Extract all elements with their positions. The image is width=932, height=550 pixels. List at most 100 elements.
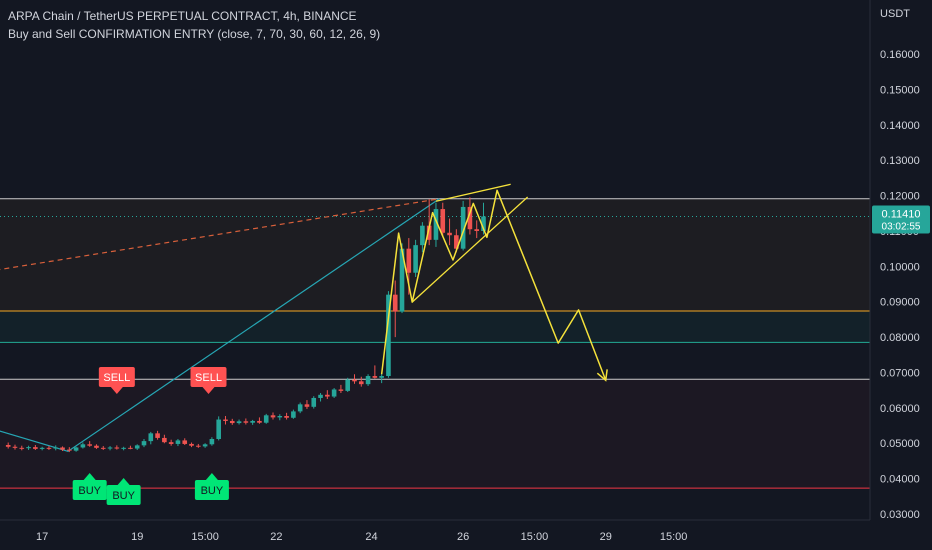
candle xyxy=(433,202,439,247)
candle xyxy=(291,409,296,419)
candle-body xyxy=(481,216,486,231)
sell-label: SELL xyxy=(195,372,222,384)
candle-body xyxy=(284,416,289,418)
candle-body xyxy=(250,420,255,423)
candle xyxy=(277,414,283,421)
candle-body xyxy=(128,447,133,449)
wedge-line xyxy=(435,183,511,202)
dashed-trendline xyxy=(0,198,440,271)
candle xyxy=(53,445,59,451)
candle-body xyxy=(39,447,45,449)
candle-body xyxy=(420,225,425,246)
candle xyxy=(467,197,473,235)
candle-body xyxy=(454,235,459,249)
time-axis: 17 19 15:00 22 24 26 15:00 29 15:00 xyxy=(0,519,870,550)
candle xyxy=(189,442,194,448)
candle-body xyxy=(189,443,194,446)
buy-signal: BUY xyxy=(72,473,107,500)
buy-label: BUY xyxy=(78,485,101,497)
candle xyxy=(399,243,405,314)
candle-body xyxy=(263,415,269,423)
time-tick-label: 19 xyxy=(131,531,143,543)
candle xyxy=(121,446,126,451)
candle-body xyxy=(148,433,154,442)
candle-body xyxy=(87,444,92,446)
candle xyxy=(12,444,18,450)
candle-body xyxy=(243,421,249,423)
price-tick-label: 0.06000 xyxy=(880,403,920,415)
price-tick-label: 0.07000 xyxy=(880,367,920,379)
candle-body xyxy=(12,446,18,448)
candle-body xyxy=(433,209,439,240)
candle-body xyxy=(134,445,140,449)
candle xyxy=(67,447,72,453)
candle xyxy=(80,442,86,449)
candle-body xyxy=(53,447,59,449)
sell-label: SELL xyxy=(103,372,130,384)
price-tick-label: 0.13000 xyxy=(880,155,920,167)
projection-arrowhead xyxy=(596,369,608,382)
candle-body xyxy=(358,381,364,385)
current-price-box xyxy=(872,205,930,234)
price-tick-label: 0.08000 xyxy=(880,332,920,344)
candle-body xyxy=(223,419,228,421)
candle-body xyxy=(209,438,215,445)
candle-body xyxy=(121,447,126,449)
price-axis-background xyxy=(870,0,932,550)
candle xyxy=(257,417,262,424)
candle xyxy=(229,418,235,425)
candle xyxy=(100,446,106,450)
buy-badge xyxy=(106,485,141,505)
candle-body xyxy=(291,411,296,418)
candle xyxy=(107,446,113,451)
candle-body xyxy=(311,397,317,407)
candle-body xyxy=(107,447,113,449)
candle-body xyxy=(386,294,391,377)
candle-body xyxy=(352,379,357,382)
candle xyxy=(311,396,317,409)
candle-body xyxy=(94,445,99,448)
current-price-value: 0.11410 xyxy=(882,208,921,220)
candle xyxy=(33,445,38,450)
candle xyxy=(284,412,289,420)
candle xyxy=(26,445,31,450)
price-tick-label: 0.05000 xyxy=(880,438,920,450)
band-teal xyxy=(0,310,870,343)
buy-signal: BUY xyxy=(194,473,229,500)
candle xyxy=(250,419,255,425)
sell-pointer xyxy=(110,387,123,394)
candle-body xyxy=(114,447,120,449)
candle xyxy=(94,444,99,449)
buy-pointer xyxy=(205,473,218,480)
candle xyxy=(141,438,147,448)
candle xyxy=(372,365,378,379)
candle xyxy=(460,200,466,251)
buy-badge xyxy=(194,480,229,500)
candle xyxy=(168,439,174,446)
candle-body xyxy=(73,447,79,451)
candle xyxy=(73,446,79,452)
candle-body xyxy=(379,376,384,378)
candle-body xyxy=(216,419,221,439)
candle xyxy=(358,376,364,387)
candle xyxy=(209,437,215,446)
candle-body xyxy=(182,440,188,444)
candle xyxy=(128,445,133,450)
candle-body xyxy=(60,447,65,450)
currency-label: USDT xyxy=(880,8,910,20)
buy-label: BUY xyxy=(112,490,135,502)
candle xyxy=(134,444,140,450)
candle xyxy=(202,443,208,448)
candle xyxy=(304,400,310,409)
sell-badge xyxy=(190,367,227,387)
buy-pointer xyxy=(117,478,130,485)
indicator-label: Buy and Sell CONFIRMATION ENTRY (close, … xyxy=(8,27,381,41)
chart-title: ARPA Chain / TetherUS PERPETUAL CONTRACT… xyxy=(8,9,357,23)
signals: SELL SELL BUY BUY BUY xyxy=(72,367,229,505)
candle-body xyxy=(19,447,25,449)
price-tick-label: 0.16000 xyxy=(880,49,920,61)
candle-body xyxy=(399,248,405,312)
price-tick-label: 0.04000 xyxy=(880,474,920,486)
